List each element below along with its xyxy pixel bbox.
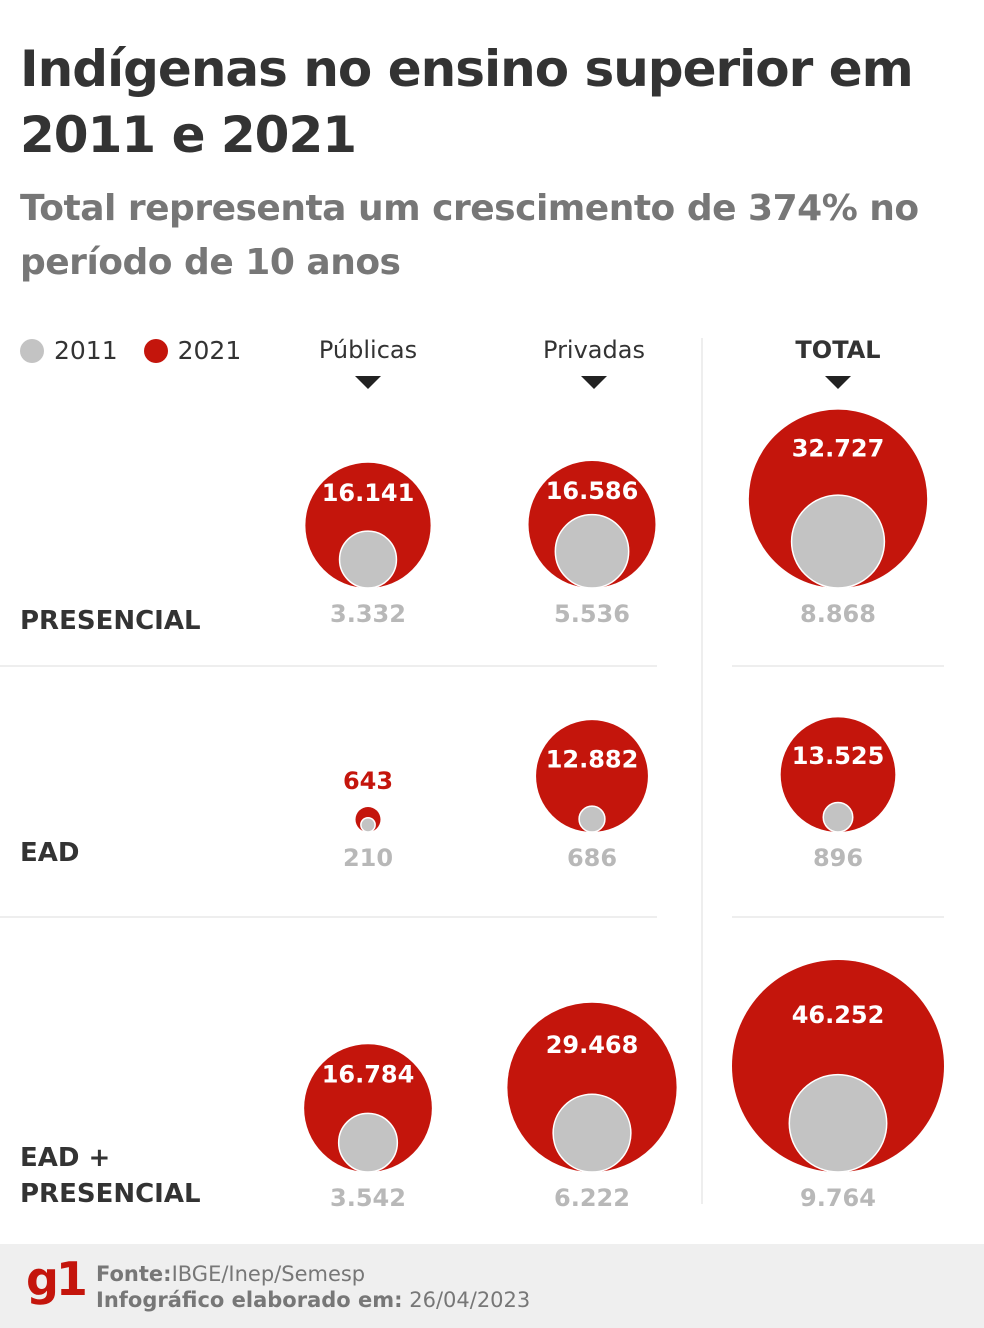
bubble-2021 xyxy=(536,720,648,832)
chart-subtitle: Total representa um crescimento de 374% … xyxy=(20,188,919,283)
bubble-2021 xyxy=(732,960,944,1172)
row-divider xyxy=(732,665,944,667)
value-label-2021: 12.882 xyxy=(546,745,639,773)
column-header-publicas: Públicas xyxy=(318,336,418,364)
legend-label-2021: 2021 xyxy=(177,336,242,365)
value-label-2021: 16.141 xyxy=(322,479,415,507)
source-value: IBGE/Inep/Semesp xyxy=(171,1262,366,1286)
column-divider xyxy=(701,338,703,1204)
bubble-2011 xyxy=(822,801,854,833)
bubble-2011 xyxy=(578,805,606,833)
value-label-2021: 29.468 xyxy=(546,1031,639,1059)
value-label-2021: 643 xyxy=(343,767,393,795)
column-header-total: TOTAL xyxy=(795,336,881,364)
legend-item-2021: 2021 xyxy=(143,336,242,365)
bubble-2021 xyxy=(780,717,896,832)
bubble-2021 xyxy=(304,1044,432,1172)
legend-item-2011: 2011 xyxy=(20,336,118,365)
row-label-ead: EAD xyxy=(20,838,80,868)
value-label-2021: 32.727 xyxy=(792,435,885,463)
bubble-2011 xyxy=(337,1112,399,1173)
arrow-down-icon xyxy=(825,376,851,389)
value-label-2011: 210 xyxy=(343,844,393,872)
row-label-ead-presencial: EAD + PRESENCIAL xyxy=(20,1143,201,1209)
value-label-2011: 5.536 xyxy=(554,600,630,628)
g1-logo: g1 xyxy=(26,1252,88,1306)
date-line: Infográfico elaborado em: 26/04/2023 xyxy=(96,1288,530,1312)
value-label-2011: 9.764 xyxy=(800,1184,876,1212)
value-label-2021: 13.525 xyxy=(792,742,885,770)
arrow-down-icon xyxy=(355,376,381,389)
value-label-2021: 16.586 xyxy=(546,477,639,505)
legend-dot-2021-icon xyxy=(143,338,168,363)
source-label: Fonte: xyxy=(96,1262,172,1286)
value-label-2011: 3.542 xyxy=(330,1184,406,1212)
value-label-2011: 8.868 xyxy=(800,600,876,628)
bubble-2011 xyxy=(788,1073,888,1173)
row-divider xyxy=(0,665,657,667)
value-label-2011: 686 xyxy=(567,844,617,872)
bubble-2011 xyxy=(338,530,398,589)
value-label-2011: 6.222 xyxy=(554,1184,630,1212)
value-label-2011: 3.332 xyxy=(330,600,406,628)
value-label-2021: 16.784 xyxy=(322,1060,415,1088)
value-label-2021: 46.252 xyxy=(792,1001,885,1029)
row-divider xyxy=(0,916,657,918)
date-value: 26/04/2023 xyxy=(409,1288,531,1312)
bubble-chart: 16.141 3.332 16.586 5.536 32.727 8.868 643 210 1… xyxy=(304,409,944,1212)
bubble-2011 xyxy=(790,494,886,589)
bubble-2011 xyxy=(552,1093,632,1173)
row-label-presencial: PRESENCIAL xyxy=(20,606,201,636)
row-divider xyxy=(732,916,944,918)
footer xyxy=(0,1244,984,1328)
chart-title: Indígenas no ensino superior em 2011 e 2… xyxy=(20,40,914,164)
source-line: Fonte:IBGE/Inep/Semesp xyxy=(96,1262,365,1286)
bubble-2021 xyxy=(507,1002,677,1172)
value-label-2011: 896 xyxy=(813,844,863,872)
bubble-2021 xyxy=(305,462,431,588)
arrow-down-icon xyxy=(581,376,607,389)
bubble-2011 xyxy=(554,513,630,589)
legend: 2011 2021 xyxy=(20,336,267,365)
date-label: Infográfico elaborado em: xyxy=(96,1288,403,1312)
bubble-2011 xyxy=(360,816,376,833)
legend-dot-2011-icon xyxy=(20,338,44,363)
legend-label-2011: 2011 xyxy=(54,336,118,365)
column-header-privadas: Privadas xyxy=(543,336,645,364)
